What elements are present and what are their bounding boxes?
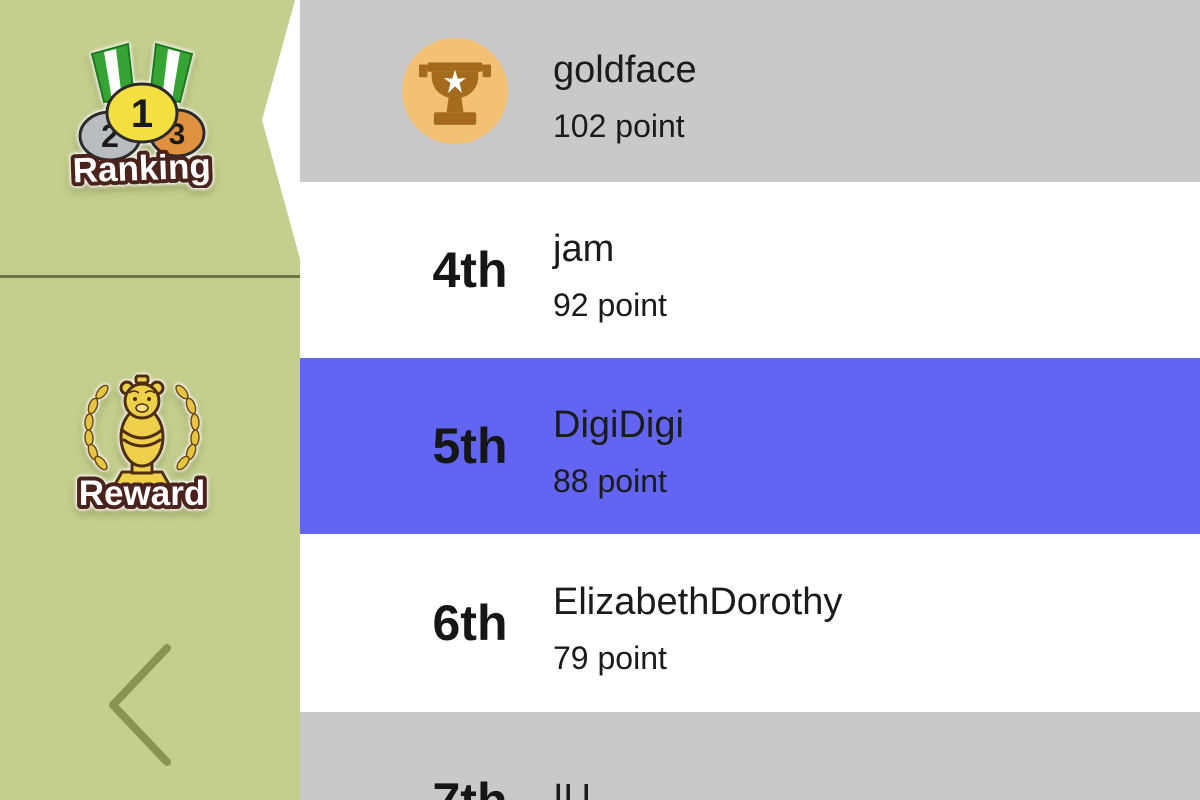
- selected-tab-pointer: [262, 0, 300, 259]
- leaderboard-row[interactable]: 6th ElizabethDorothy 79 point: [300, 534, 1200, 712]
- rank-label: 4th: [432, 242, 508, 298]
- chevron-left-icon: [109, 644, 171, 766]
- leaderboard-row[interactable]: goldface 102 point: [300, 0, 1200, 182]
- player-name: DigiDigi: [553, 404, 684, 446]
- player-name: IU: [553, 777, 591, 800]
- leaderboard-row[interactable]: 4th jam 92 point: [300, 182, 1200, 358]
- back-button[interactable]: [105, 640, 175, 770]
- player-points: 79 point: [553, 640, 667, 676]
- player-points: 88 point: [553, 463, 667, 499]
- leaderboard-list: goldface 102 point 4th jam 92 point 5th …: [300, 0, 1200, 800]
- bear-trophy-icon: [84, 374, 200, 488]
- sidebar-tab-ranking[interactable]: 3 2 1 Ranking: [64, 38, 220, 188]
- medal-1-number: 1: [131, 92, 153, 136]
- tab-reward-label: Reward: [79, 474, 205, 512]
- player-name: ElizabethDorothy: [553, 581, 843, 623]
- medals-ribbon-icon: 3 2 1: [78, 42, 206, 162]
- sidebar: 3 2 1 Ranking: [0, 0, 300, 800]
- rank-label: 7th: [433, 772, 508, 800]
- player-name: jam: [553, 228, 615, 270]
- rank-label: 6th: [432, 595, 508, 651]
- rank-label: 5th: [432, 418, 508, 474]
- sidebar-tab-reward[interactable]: Reward: [64, 344, 220, 512]
- player-points: 102 point: [553, 108, 685, 144]
- player-name: goldface: [553, 49, 697, 91]
- tab-ranking-label: Ranking: [72, 147, 211, 188]
- trophy-icon: [402, 38, 508, 144]
- leaderboard-row-selected[interactable]: 5th DigiDigi 88 point: [300, 358, 1200, 534]
- sidebar-divider: [0, 275, 300, 278]
- leaderboard-row[interactable]: 7th IU: [300, 712, 1200, 800]
- player-points: 92 point: [553, 287, 667, 323]
